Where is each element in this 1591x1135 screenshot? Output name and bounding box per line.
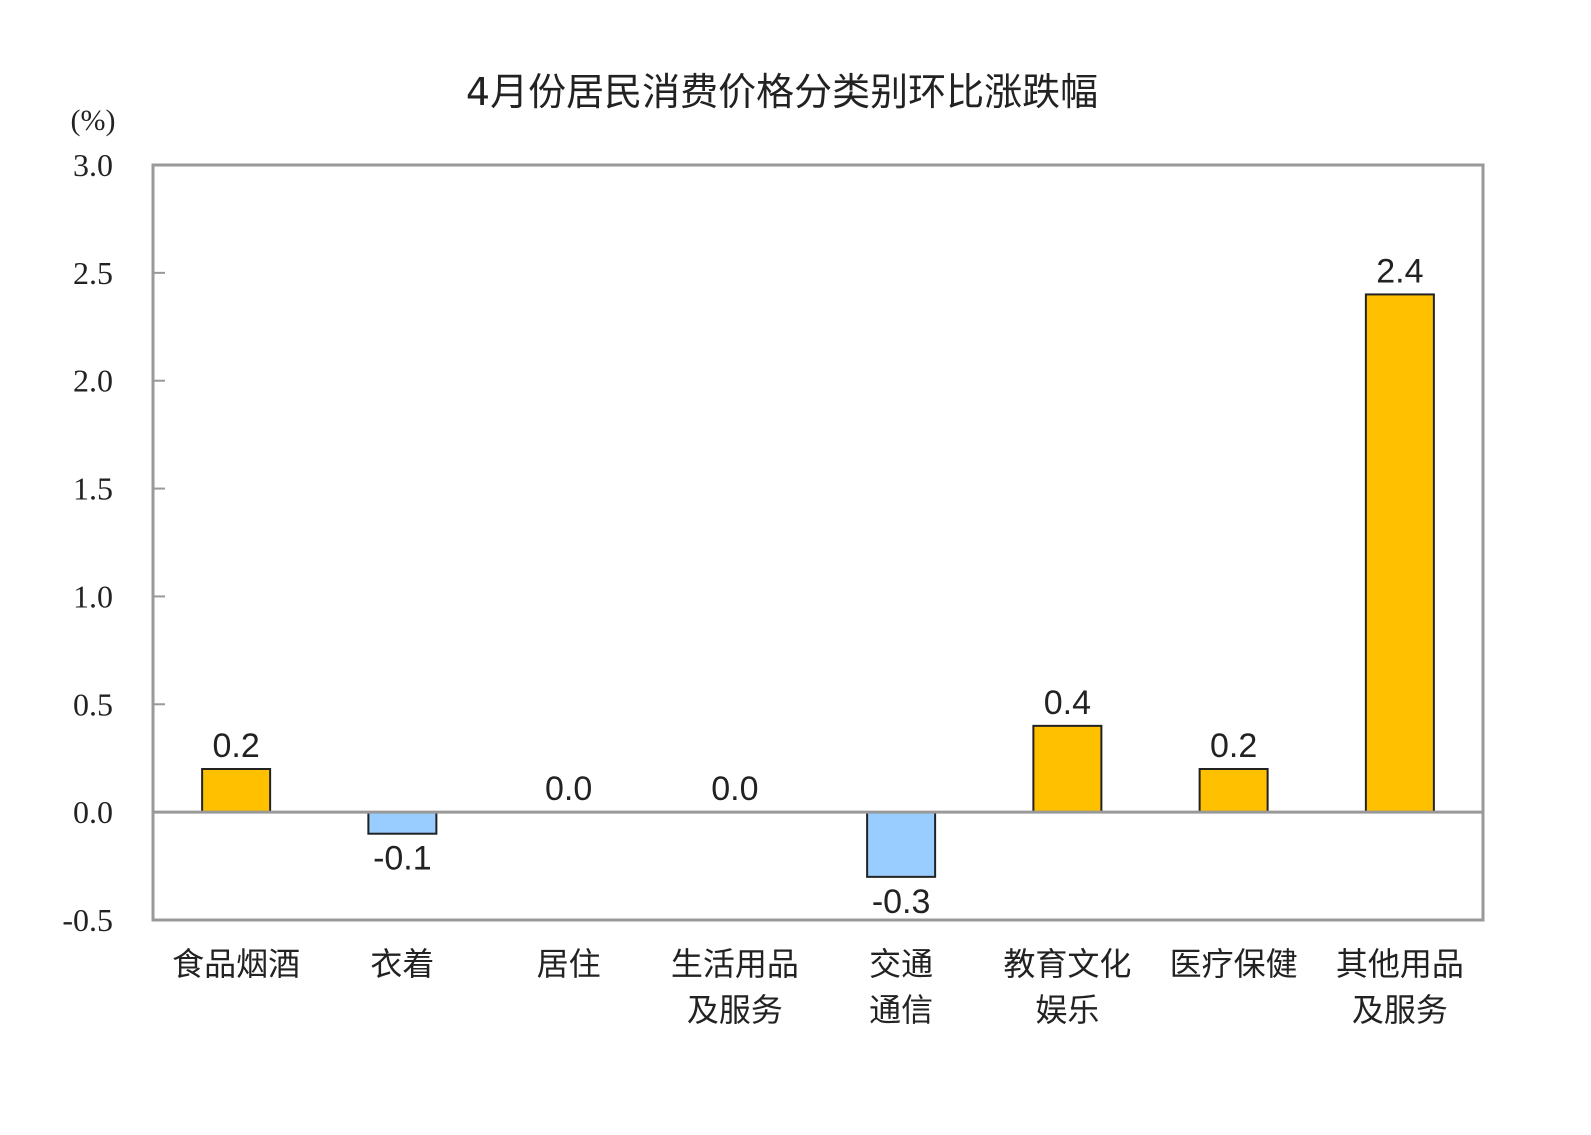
- y-tick-label: 3.0: [73, 147, 113, 183]
- data-label: 0.0: [545, 770, 592, 808]
- bar: [1198, 768, 1269, 814]
- bar: [1032, 724, 1103, 814]
- x-category-label: 生活用品: [671, 945, 799, 983]
- data-label: 2.4: [1376, 252, 1423, 290]
- x-category-label: 及服务: [1352, 991, 1448, 1029]
- y-tick-label: 0.5: [73, 686, 113, 722]
- x-category-label: 交通: [869, 945, 933, 983]
- data-label: 0.4: [1044, 684, 1091, 722]
- plot-frame: [151, 163, 1485, 922]
- x-category-label: 其他用品: [1336, 945, 1464, 983]
- x-category-label: 娱乐: [1035, 991, 1099, 1029]
- x-category-label: 教育文化: [1003, 945, 1131, 983]
- x-category-label: 医疗保健: [1170, 945, 1298, 983]
- bar: [201, 768, 272, 814]
- y-tick-label: 2.5: [73, 255, 113, 291]
- bar: [367, 811, 438, 835]
- y-tick-label: 2.0: [73, 363, 113, 399]
- data-label: 0.2: [1210, 727, 1257, 765]
- y-axis-unit: (%): [71, 104, 116, 137]
- y-tick-label: 0.0: [73, 794, 113, 830]
- x-category-label: 通信: [869, 991, 933, 1029]
- data-label: -0.3: [872, 883, 931, 921]
- bar: [1364, 293, 1435, 814]
- data-label: 0.2: [212, 727, 259, 765]
- data-label: 0.0: [711, 770, 758, 808]
- data-label: -0.1: [373, 840, 432, 878]
- bar: [866, 811, 937, 878]
- chart-title: 4月份居民消费价格分类别环比涨跌幅: [466, 70, 1098, 114]
- x-category-label: 及服务: [687, 991, 783, 1029]
- x-category-label: 衣着: [370, 945, 434, 983]
- x-category-label: 食品烟酒: [172, 945, 300, 983]
- y-tick-label: 1.0: [73, 578, 113, 614]
- y-tick-label: 1.5: [73, 471, 113, 507]
- x-category-label: 居住: [537, 945, 601, 983]
- y-tick-label: -0.5: [62, 902, 113, 938]
